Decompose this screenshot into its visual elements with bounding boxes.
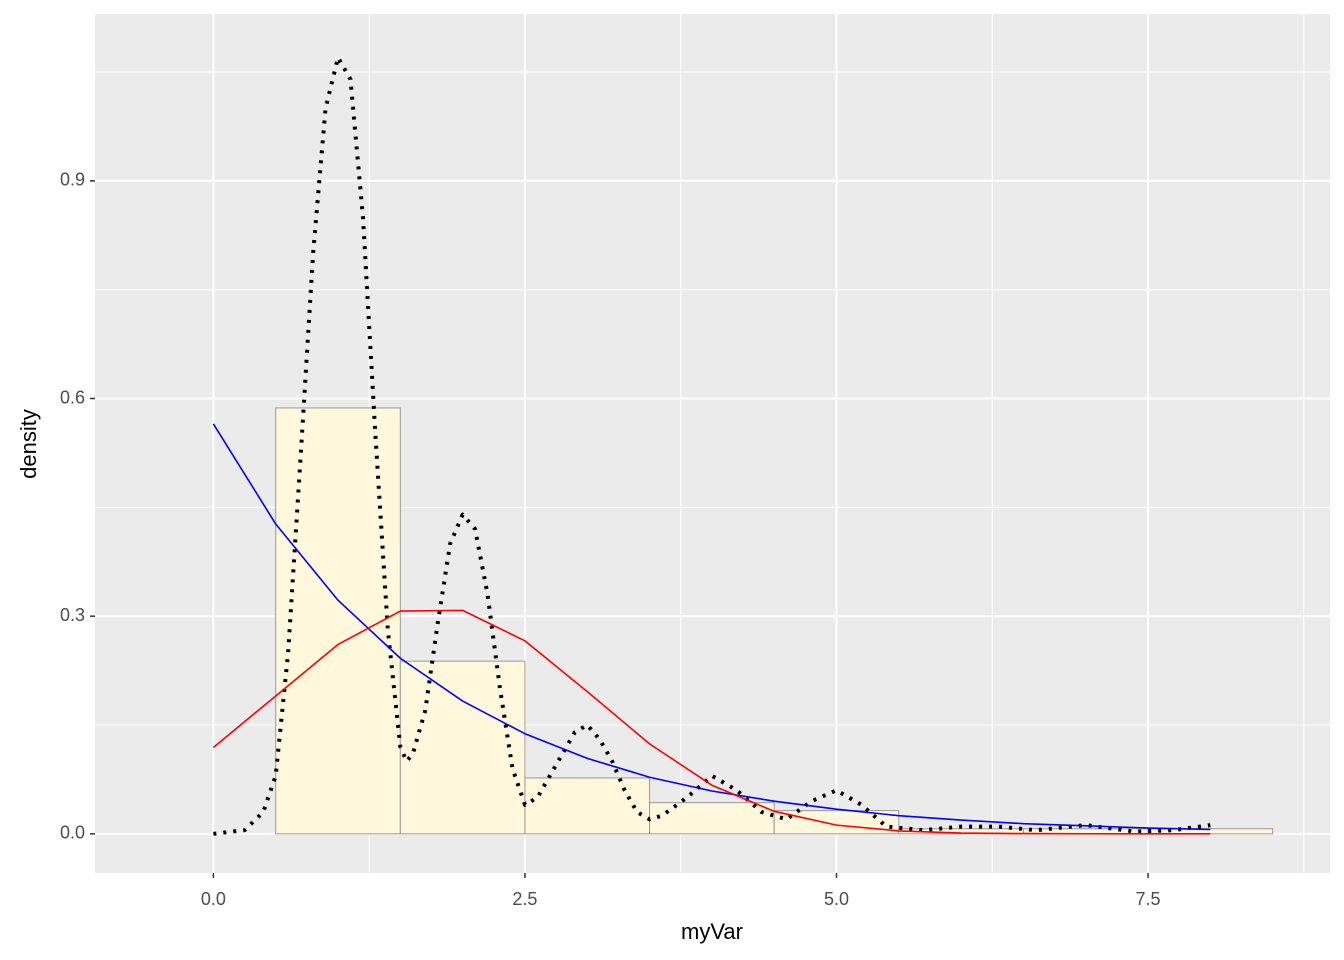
x-tick-label: 2.5: [512, 889, 537, 909]
histogram-bar: [524, 777, 651, 835]
x-tick-label: 0.0: [201, 889, 226, 909]
histogram-bar: [399, 660, 526, 835]
density-line: [212, 609, 1211, 835]
x-axis-title: myVar: [681, 919, 743, 944]
x-tick-label: 7.5: [1136, 889, 1161, 909]
y-tick-label: 0.3: [60, 605, 85, 625]
density-line: [212, 423, 1211, 831]
y-axis-title: density: [16, 409, 41, 479]
y-tick-label: 0.0: [60, 823, 85, 843]
x-tick-label: 5.0: [824, 889, 849, 909]
y-tick-label: 0.6: [60, 387, 85, 407]
density-line: [213, 55, 1211, 836]
histogram-bar: [275, 407, 401, 835]
y-tick-label: 0.9: [60, 170, 85, 190]
histogram-bar: [649, 802, 775, 835]
